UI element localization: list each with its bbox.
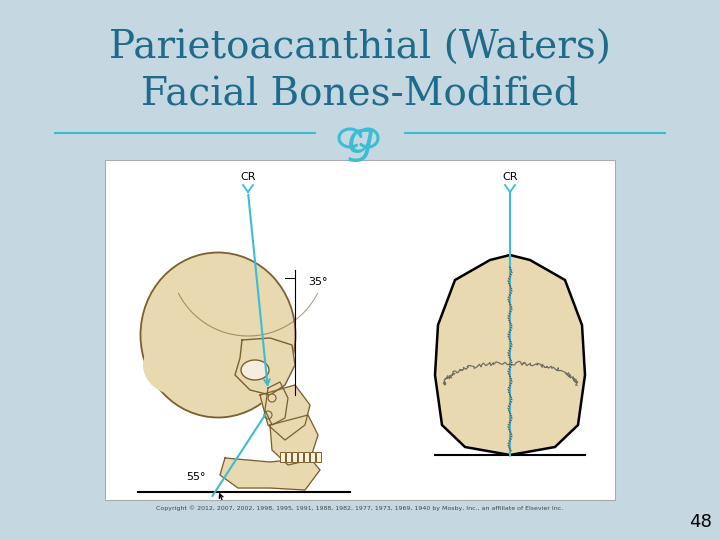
Bar: [298, 452, 303, 462]
Polygon shape: [435, 255, 585, 455]
Text: Facial Bones-Modified: Facial Bones-Modified: [141, 77, 579, 113]
Polygon shape: [260, 385, 310, 440]
Bar: [286, 452, 291, 462]
Text: 55°: 55°: [186, 472, 206, 482]
Bar: [292, 452, 297, 462]
Text: Parietoacanthial (Waters): Parietoacanthial (Waters): [109, 30, 611, 66]
Ellipse shape: [143, 335, 213, 395]
Text: Copyright © 2012, 2007, 2002, 1998, 1995, 1991, 1988, 1982, 1977, 1973, 1969, 19: Copyright © 2012, 2007, 2002, 1998, 1995…: [156, 505, 564, 511]
Text: ɡ: ɡ: [346, 118, 374, 161]
Ellipse shape: [241, 360, 269, 380]
Text: 35°: 35°: [308, 277, 328, 287]
Polygon shape: [220, 458, 320, 490]
Polygon shape: [235, 338, 295, 395]
Polygon shape: [270, 415, 318, 465]
Bar: [105, 160, 615, 500]
Text: CR: CR: [240, 172, 256, 182]
Text: 48: 48: [688, 513, 711, 531]
Bar: [316, 452, 321, 462]
Bar: [280, 452, 285, 462]
Bar: [304, 452, 309, 462]
Polygon shape: [265, 382, 288, 425]
Bar: [310, 452, 315, 462]
Ellipse shape: [190, 310, 270, 410]
Ellipse shape: [140, 253, 295, 417]
Circle shape: [268, 394, 276, 402]
Ellipse shape: [451, 273, 569, 448]
Text: CR: CR: [503, 172, 518, 182]
